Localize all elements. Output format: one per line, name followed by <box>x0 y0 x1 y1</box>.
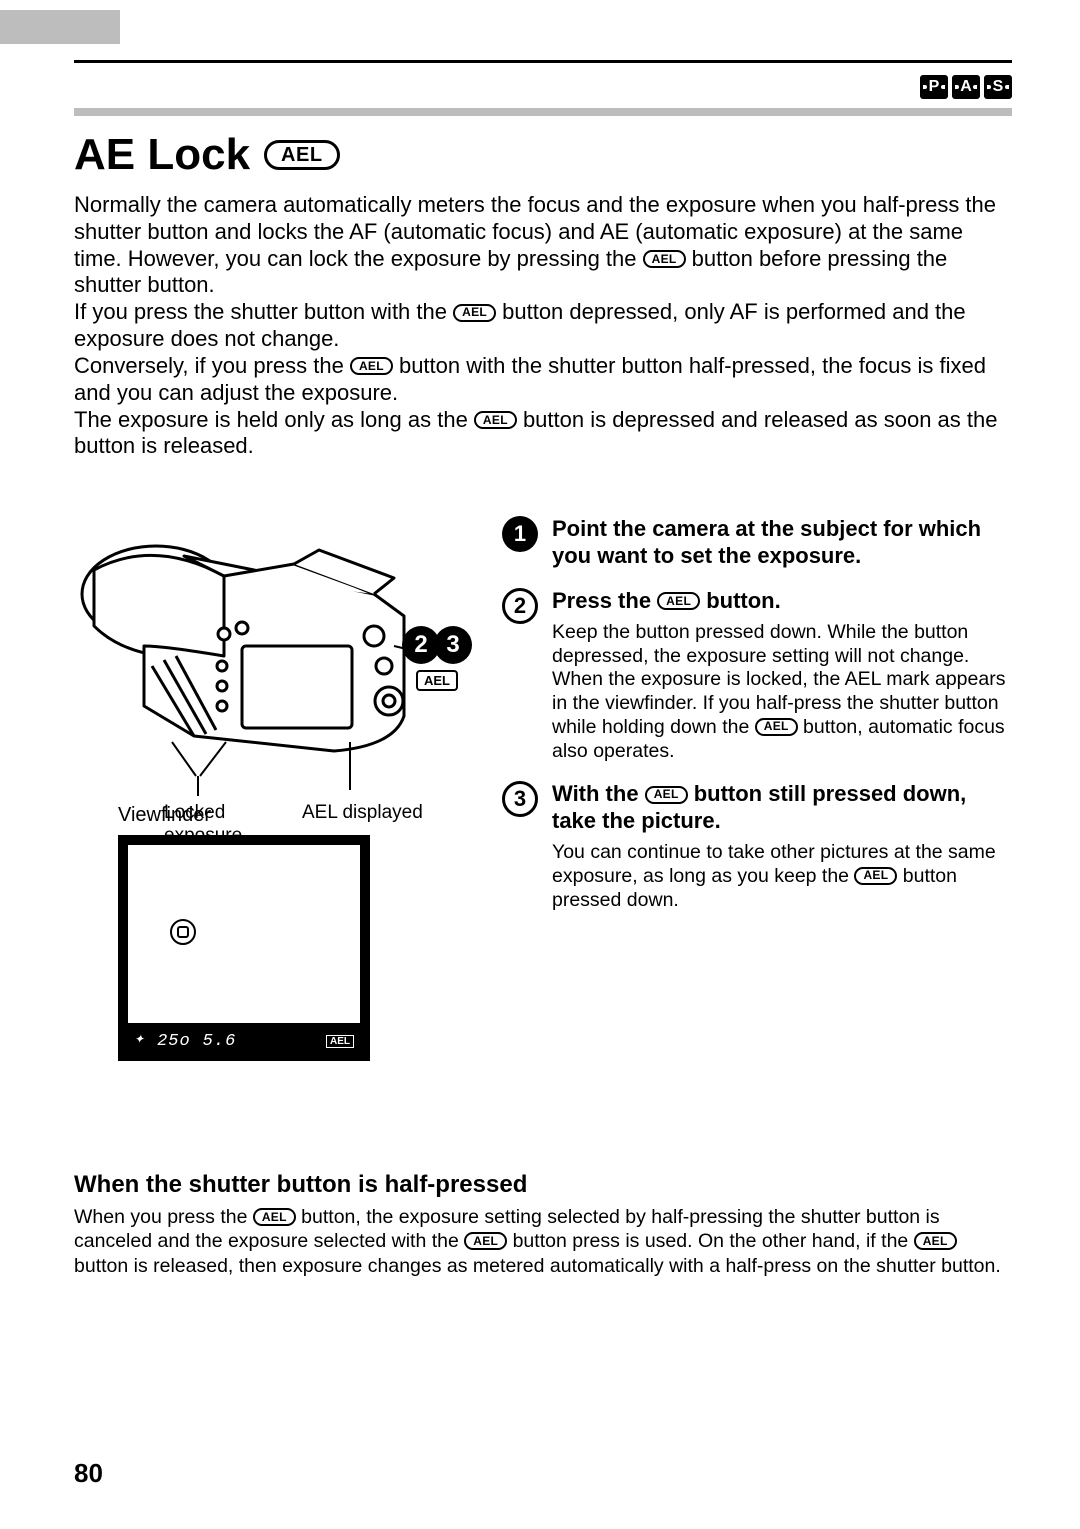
subsection-half-pressed: When the shutter button is half-pressed … <box>74 1171 1012 1278</box>
step-2: 2 Press the AEL button. Keep the button … <box>502 588 1012 764</box>
subsection-body: When you press the AEL button, the expos… <box>74 1205 1012 1278</box>
ael-pill-icon: AEL <box>350 357 393 375</box>
step-2-title: Press the AEL button. <box>552 588 1012 615</box>
step-3: 3 With the AEL button still pressed down… <box>502 781 1012 912</box>
ael-pill-icon: AEL <box>645 786 688 804</box>
vf-label-locked-exposure: Locked exposure <box>164 802 274 848</box>
ael-pill-icon: AEL <box>854 867 897 885</box>
camera-step-callout: 2 3 AEL <box>402 626 472 691</box>
vf-ael-indicator: AEL <box>326 1035 354 1048</box>
step-1-title: Point the camera at the subject for whic… <box>552 516 1012 570</box>
mode-p-badge: P <box>920 75 948 99</box>
intro-p2: If you press the shutter button with the… <box>74 299 1012 353</box>
step-number-icon: 1 <box>502 516 538 552</box>
step-1: 1 Point the camera at the subject for wh… <box>502 516 1012 570</box>
header-grey-tab <box>0 10 120 44</box>
step-3-title: With the AEL button still pressed down, … <box>552 781 1012 835</box>
ael-pill-icon: AEL <box>264 140 340 170</box>
ael-pill-icon: AEL <box>755 718 798 736</box>
diagram-column: 2 3 AEL Viewfinder ✦ <box>74 516 474 1061</box>
step-2-body: Keep the button pressed down. While the … <box>552 621 1012 764</box>
viewfinder-diagram: ✦ 25o 5.6 AEL <box>118 835 370 1061</box>
mode-badges: P A S <box>920 75 1012 99</box>
ael-pill-icon: AEL <box>657 592 700 610</box>
intro-p1: Normally the camera automatically meters… <box>74 192 1012 299</box>
vf-shutter-speed: 25o <box>157 1032 191 1051</box>
header-grey-rule <box>74 108 1012 116</box>
ael-button-label: AEL <box>416 670 458 691</box>
manual-page: P A S AE Lock AEL Normally the camera au… <box>0 0 1080 1529</box>
vf-label-ael-displayed: AEL displayed <box>302 802 423 848</box>
step-number-icon: 2 <box>502 588 538 624</box>
intro-paragraphs: Normally the camera automatically meters… <box>74 192 1012 460</box>
intro-p4: The exposure is held only as long as the… <box>74 407 1012 461</box>
subsection-heading: When the shutter button is half-pressed <box>74 1171 1012 1199</box>
ael-pill-icon: AEL <box>474 411 517 429</box>
ael-pill-icon: AEL <box>253 1208 296 1226</box>
header-rule <box>74 60 1012 63</box>
ael-pill-icon: AEL <box>643 250 686 268</box>
ael-pill-icon: AEL <box>914 1232 957 1250</box>
viewfinder-labels: Locked exposure AEL displayed <box>164 802 423 848</box>
ael-pill-icon: AEL <box>464 1232 507 1250</box>
steps-column: 1 Point the camera at the subject for wh… <box>502 516 1012 1061</box>
page-title: AE Lock AEL <box>74 130 1012 180</box>
mode-s-badge: S <box>984 75 1012 99</box>
viewfinder-readout: ✦ 25o 5.6 <box>134 1032 236 1051</box>
step-number-icon: 3 <box>502 781 538 817</box>
focus-point-icon <box>170 919 196 945</box>
title-text: AE Lock <box>74 130 250 180</box>
mode-a-badge: A <box>952 75 980 99</box>
step-3-body: You can continue to take other pictures … <box>552 841 1012 912</box>
callout-step-3: 3 <box>434 626 472 664</box>
intro-p3: Conversely, if you press the AEL button … <box>74 353 1012 407</box>
ael-pill-icon: AEL <box>453 304 496 322</box>
vf-aperture: 5.6 <box>203 1032 237 1051</box>
viewfinder-callout-lines <box>118 742 408 806</box>
page-number: 80 <box>74 1458 103 1489</box>
